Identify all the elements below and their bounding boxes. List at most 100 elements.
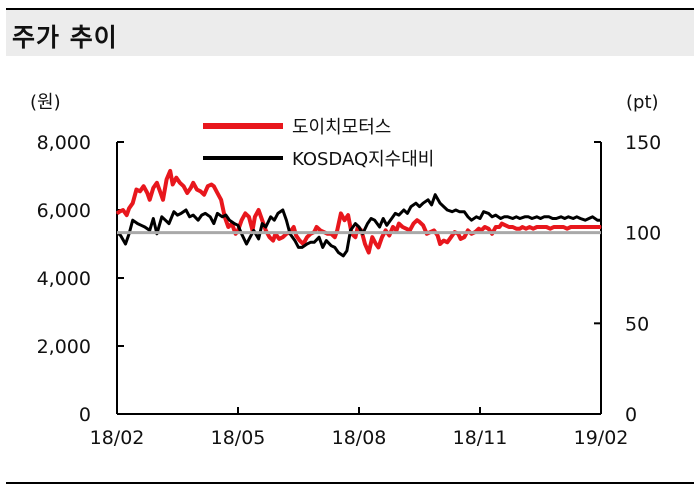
stock-point: [573, 226, 576, 228]
stock-point: [368, 251, 370, 254]
kosdaq-point: [237, 224, 239, 226]
kosdaq-point: [394, 212, 396, 214]
stock-point: [405, 228, 407, 230]
kosdaq-point: [261, 223, 263, 225]
stock-point: [336, 229, 338, 231]
stock-point: [525, 228, 527, 230]
kosdaq-point: [282, 209, 284, 211]
stock-point: [319, 229, 321, 231]
kosdaq-point: [221, 216, 223, 218]
kosdaq-point: [140, 224, 142, 226]
kosdaq-point: [318, 236, 320, 238]
kosdaq-point: [310, 241, 312, 243]
stock-point: [446, 241, 448, 243]
kosdaq-point: [337, 251, 339, 254]
stock-point: [381, 236, 383, 238]
kosdaq-point: [374, 219, 376, 221]
stock-point: [556, 226, 559, 228]
stock-point: [143, 185, 145, 187]
x-tick-label: 18/11: [453, 427, 508, 449]
stock-point: [501, 223, 503, 225]
kosdaq-point: [512, 217, 514, 220]
stock-point: [265, 229, 267, 231]
kosdaq-point: [265, 226, 267, 228]
stock-point: [600, 226, 602, 228]
kosdaq-point: [500, 217, 502, 220]
stock-point: [566, 228, 568, 230]
stock-point: [135, 189, 137, 191]
kosdaq-point: [548, 216, 550, 218]
stock-point: [590, 226, 592, 228]
stock-point: [553, 226, 555, 228]
stock-point: [594, 226, 596, 228]
kosdaq-point: [539, 217, 542, 220]
kosdaq-point: [543, 216, 545, 218]
kosdaq-point: [297, 246, 300, 248]
stock-point: [598, 226, 600, 228]
kosdaq-point: [403, 209, 405, 211]
kosdaq-point: [180, 212, 182, 214]
stock-point: [467, 229, 469, 231]
stock-point: [545, 226, 548, 228]
stock-point: [139, 190, 141, 192]
stock-point: [484, 226, 486, 228]
kosdaq-point: [415, 202, 417, 204]
kosdaq-point: [192, 214, 194, 216]
stock-point: [385, 229, 387, 231]
stock-point: [364, 243, 366, 245]
kosdaq-point: [572, 217, 574, 220]
kosdaq-point: [185, 209, 187, 211]
stock-point: [295, 234, 297, 237]
kosdaq-point: [536, 216, 538, 218]
stock-point: [498, 226, 500, 228]
left-axis-ticks: 0 2,000 4,000 6,000 8,000: [37, 132, 124, 426]
stock-point: [443, 240, 445, 242]
kosdaq-point: [120, 234, 122, 237]
kosdaq-point: [366, 223, 369, 225]
stock-point: [478, 228, 480, 230]
stock-point: [203, 194, 205, 196]
kosdaq-point: [277, 212, 279, 214]
stock-point: [248, 216, 250, 218]
kosdaq-point: [579, 217, 582, 220]
stock-point: [577, 226, 579, 228]
stock-point: [519, 228, 521, 230]
stock-point: [375, 243, 377, 245]
kosdaq-point: [258, 238, 260, 240]
stock-point: [186, 192, 188, 194]
kosdaq-point: [233, 223, 235, 225]
kosdaq-point: [379, 226, 381, 228]
kosdaq-point: [418, 206, 421, 208]
stock-point: [254, 216, 256, 218]
kosdaq-point: [306, 243, 308, 245]
left-tick-label: 8,000: [37, 132, 91, 154]
top-rule: [6, 8, 694, 10]
kosdaq-point: [216, 212, 218, 214]
stock-point: [128, 207, 130, 209]
stock-point: [347, 214, 349, 216]
right-tick-label: 150: [625, 132, 661, 154]
x-tick-label: 18/05: [211, 427, 266, 449]
stock-point: [340, 212, 342, 214]
kosdaq-point: [124, 243, 127, 245]
stock-point: [562, 226, 565, 228]
kosdaq-point: [370, 217, 372, 220]
kosdaq-point: [386, 224, 388, 226]
stock-point: [532, 228, 534, 230]
stock-point: [433, 229, 435, 231]
stock-point: [227, 226, 229, 228]
kosdaq-point: [349, 229, 352, 231]
stock-point: [293, 226, 295, 228]
stock-point: [316, 226, 318, 228]
kosdaq-point: [334, 246, 336, 248]
kosdaq-point: [596, 219, 599, 221]
kosdaq-point: [410, 206, 412, 208]
kosdaq-point: [253, 229, 255, 231]
stock-point: [192, 182, 194, 184]
kosdaq-point: [463, 211, 465, 213]
stock-point: [152, 187, 154, 189]
stock-point: [207, 185, 209, 187]
stock-point: [118, 211, 120, 213]
stock-point: [587, 226, 589, 228]
